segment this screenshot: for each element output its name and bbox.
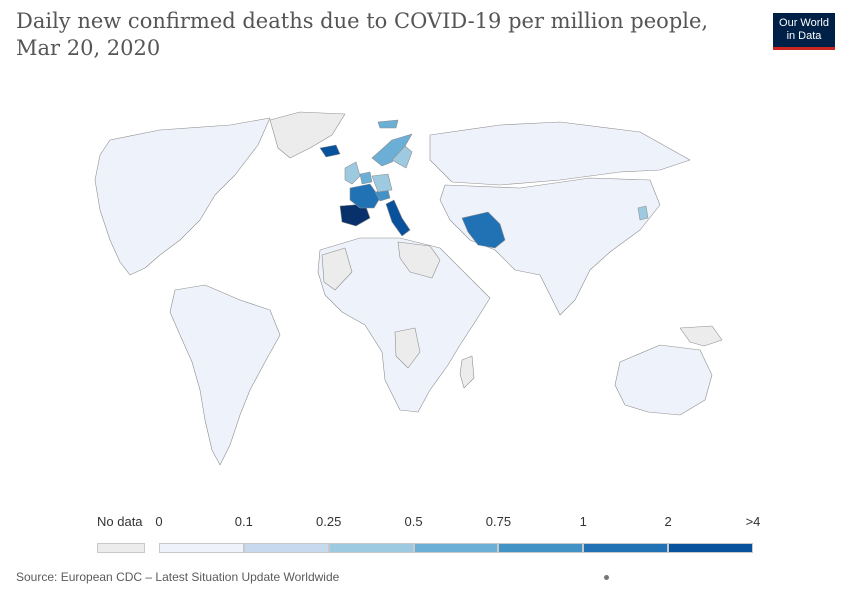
region-germany[interactable] [371, 173, 393, 193]
legend-label: 1 [579, 514, 587, 529]
region-sudan-libya[interactable] [397, 241, 441, 279]
chart-title: Daily new confirmed deaths due to COVID-… [16, 9, 709, 60]
world-map[interactable] [0, 100, 850, 490]
region-central-africa[interactable] [394, 327, 421, 369]
region-western-sahara-mali[interactable] [321, 247, 353, 291]
region-madagascar[interactable] [459, 355, 475, 389]
map-dot [604, 575, 609, 580]
region-greenland[interactable] [269, 111, 346, 159]
legend-label: 0.1 [234, 514, 253, 529]
legend-label: 0.75 [485, 514, 512, 529]
owid-logo[interactable]: Our World in Data [773, 13, 835, 50]
legend-label: 0.25 [316, 514, 342, 529]
region-france[interactable] [349, 183, 381, 209]
legend-label: 0.5 [404, 514, 423, 529]
region-svalbard[interactable] [377, 119, 399, 129]
legend-swatch[interactable] [413, 543, 499, 553]
legend-no-data-swatch[interactable] [97, 543, 145, 553]
region-netherlands[interactable] [359, 171, 373, 185]
region-russia[interactable] [429, 121, 691, 186]
region-sweden[interactable] [391, 145, 413, 169]
source-note: Source: European CDC – Latest Situation … [16, 570, 340, 584]
legend-swatch[interactable] [328, 543, 414, 553]
legend-label: 0 [155, 514, 163, 529]
region-uk[interactable] [344, 161, 361, 185]
region-australia[interactable] [614, 344, 713, 416]
region-italy[interactable] [385, 199, 411, 237]
region-africa[interactable] [317, 237, 491, 413]
region-asia[interactable] [439, 177, 661, 316]
region-iceland[interactable] [319, 144, 341, 158]
logo-line-1: Our World [779, 17, 829, 29]
legend-swatch[interactable] [583, 543, 669, 553]
legend-swatch[interactable] [243, 543, 329, 553]
legend-no-data-label: No data [97, 514, 143, 529]
legend-swatch[interactable] [668, 543, 753, 553]
region-south-america[interactable] [169, 284, 281, 466]
legend-swatch[interactable] [159, 543, 244, 553]
legend-label: 2 [664, 514, 672, 529]
region-iran[interactable] [461, 211, 506, 249]
region-papua-new-guinea[interactable] [679, 325, 723, 347]
logo-line-2: in Data [786, 30, 822, 42]
legend-swatch[interactable] [498, 543, 584, 553]
region-south-korea[interactable] [637, 205, 649, 221]
legend-label: >4 [745, 514, 761, 529]
region-north-america[interactable] [94, 117, 271, 276]
